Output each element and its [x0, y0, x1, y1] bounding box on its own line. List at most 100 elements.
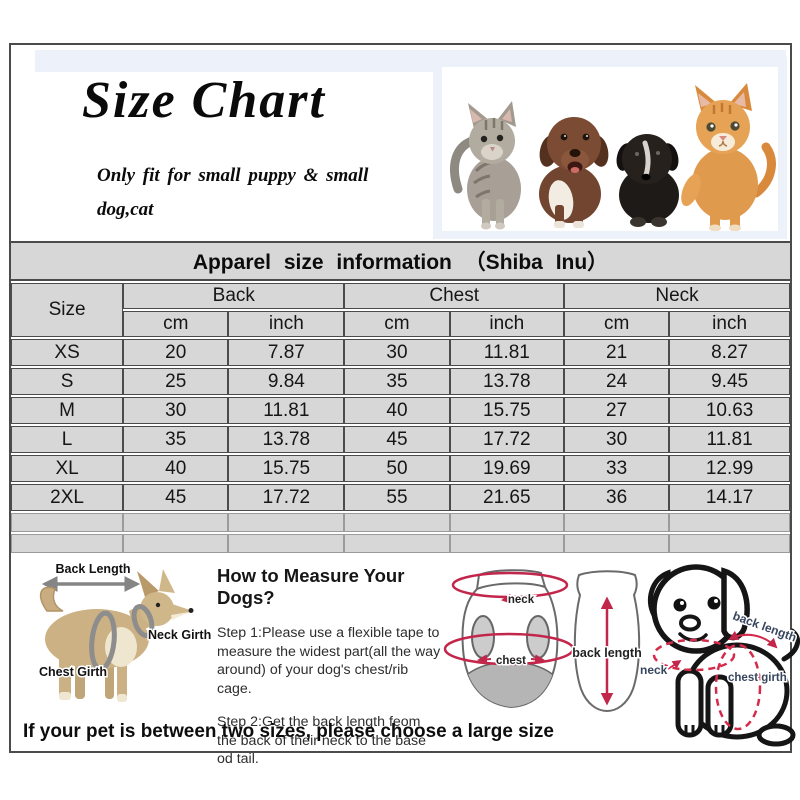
dog-illustration	[39, 569, 194, 702]
cell-neck-cm: 21	[564, 339, 670, 366]
subtitle: Only fit for small puppy & small dog,cat	[97, 159, 447, 227]
cell-chest-inch: 21.65	[449, 484, 565, 511]
table-row: S 25 9.84 35 13.78 24 9.45	[11, 368, 790, 395]
cell-size: 2XL	[11, 484, 124, 511]
cell-neck-cm: 36	[564, 484, 670, 511]
measure-step-2: Step 2:Get the back length feom the back…	[217, 713, 427, 768]
chest-strap	[89, 610, 117, 672]
size-table-body: XS 20 7.87 30 11.81 21 8.27 S 25 9.84 35 13.78 24 9.4…	[11, 339, 790, 553]
cell-chest-inch: 11.81	[449, 339, 565, 366]
back-length-label: Back Length	[55, 562, 130, 576]
cell-empty	[564, 513, 670, 532]
cell-size: XL	[11, 455, 124, 482]
cell-back-cm: 25	[123, 368, 229, 395]
cell-back-inch: 17.72	[228, 484, 345, 511]
measure-step-1: Step 1:Please use a flexible tape to mea…	[217, 625, 441, 698]
cell-back-cm: 40	[123, 455, 229, 482]
cell-empty	[449, 534, 565, 553]
subtitle-line2: dog,cat	[97, 199, 154, 221]
chest-girth-label: Chest Girth	[39, 665, 107, 679]
cell-empty	[344, 513, 450, 532]
cell-neck-inch: 12.99	[669, 455, 790, 482]
cell-chest-cm: 30	[344, 339, 450, 366]
cell-size: L	[11, 426, 124, 453]
cell-back-inch: 7.87	[228, 339, 345, 366]
header-back-cm: cm	[123, 311, 229, 337]
header-chest-inch: inch	[449, 311, 565, 337]
cell-size: S	[11, 368, 124, 395]
cell-chest-inch: 19.69	[449, 455, 565, 482]
cell-chest-cm: 40	[344, 397, 450, 424]
cell-back-cm: 35	[123, 426, 229, 453]
table-row: 2XL 45 17.72 55 21.65 36 14.17	[11, 484, 790, 511]
cell-empty	[669, 513, 790, 532]
size-chart-panel: Size Chart Only fit for small puppy & sm…	[9, 43, 800, 767]
subtitle-line1: Only fit for small puppy & small	[97, 165, 369, 186]
header-chest: Chest	[344, 283, 565, 309]
top-section: Size Chart Only fit for small puppy & sm…	[11, 45, 790, 241]
cell-neck-inch: 9.45	[669, 368, 790, 395]
table-empty-row	[11, 513, 790, 532]
cell-neck-cm: 24	[564, 368, 670, 395]
cell-empty	[449, 513, 565, 532]
cell-back-inch: 13.78	[228, 426, 345, 453]
cell-empty	[11, 534, 124, 553]
cell-empty	[11, 513, 124, 532]
neck-girth-label: Neck Girth	[148, 628, 211, 642]
cell-neck-inch: 8.27	[669, 339, 790, 366]
cell-empty	[344, 534, 450, 553]
chest-measure-ring	[443, 632, 575, 666]
cell-empty	[228, 534, 345, 553]
cell-chest-inch: 15.75	[449, 397, 565, 424]
garment-measure-diagram: neck chest back length	[443, 569, 643, 713]
cell-empty	[123, 534, 229, 553]
table-row: XL 40 15.75 50 19.69 33 12.99	[11, 455, 790, 482]
header-neck-cm: cm	[564, 311, 670, 337]
cell-chest-cm: 50	[344, 455, 450, 482]
cell-size: XS	[11, 339, 124, 366]
garment-chest-label: chest	[496, 655, 526, 667]
puppy-neck-label: neck	[640, 663, 668, 677]
garment-back-length-label: back length	[572, 646, 641, 660]
puppy-measure-diagram: neck back length chest girth	[639, 564, 800, 747]
header-back-inch: inch	[228, 311, 345, 337]
table-row: L 35 13.78 45 17.72 30 11.81	[11, 426, 790, 453]
orange-kitten-illustration	[681, 83, 776, 232]
size-advice-note: If your pet is between two sizes, please…	[23, 720, 554, 742]
measure-heading: How to Measure Your Dogs?	[217, 565, 405, 608]
cell-chest-cm: 35	[344, 368, 450, 395]
cell-empty	[123, 513, 229, 532]
bottom-section: Back Length	[11, 555, 800, 767]
cell-chest-cm: 45	[344, 426, 450, 453]
cell-back-cm: 45	[123, 484, 229, 511]
cell-chest-inch: 17.72	[449, 426, 565, 453]
table-empty-row	[11, 534, 790, 553]
apparel-info-header: Apparel size information （Shiba Inu）	[11, 241, 790, 281]
puppy-measure-marks	[652, 630, 778, 731]
table-row: M 30 11.81 40 15.75 27 10.63	[11, 397, 790, 424]
cell-empty	[564, 534, 670, 553]
header-back: Back	[123, 283, 345, 309]
header-size: Size	[11, 283, 124, 337]
brown-puppy-illustration	[539, 117, 609, 228]
size-table: Size Back Chest Neck cm inch cm inch cm …	[11, 281, 790, 555]
cell-neck-inch: 14.17	[669, 484, 790, 511]
garment-neck-label: neck	[508, 594, 535, 606]
header-chest-cm: cm	[344, 311, 450, 337]
puppy-chest-girth-label: chest girth	[728, 672, 787, 684]
measure-instructions: How to Measure Your Dogs? Step 1:Please …	[217, 565, 441, 783]
cell-back-inch: 9.84	[228, 368, 345, 395]
black-puppy-illustration	[616, 134, 679, 227]
dog-measure-diagram: Back Length	[38, 561, 213, 702]
cell-neck-inch: 11.81	[669, 426, 790, 453]
cell-back-cm: 30	[123, 397, 229, 424]
cell-back-inch: 11.81	[228, 397, 345, 424]
cell-neck-cm: 30	[564, 426, 670, 453]
cell-neck-cm: 33	[564, 455, 670, 482]
cell-size: M	[11, 397, 124, 424]
cell-chest-cm: 55	[344, 484, 450, 511]
header-neck-inch: inch	[669, 311, 790, 337]
table-row: XS 20 7.87 30 11.81 21 8.27	[11, 339, 790, 366]
cell-empty	[228, 513, 345, 532]
cell-neck-cm: 27	[564, 397, 670, 424]
